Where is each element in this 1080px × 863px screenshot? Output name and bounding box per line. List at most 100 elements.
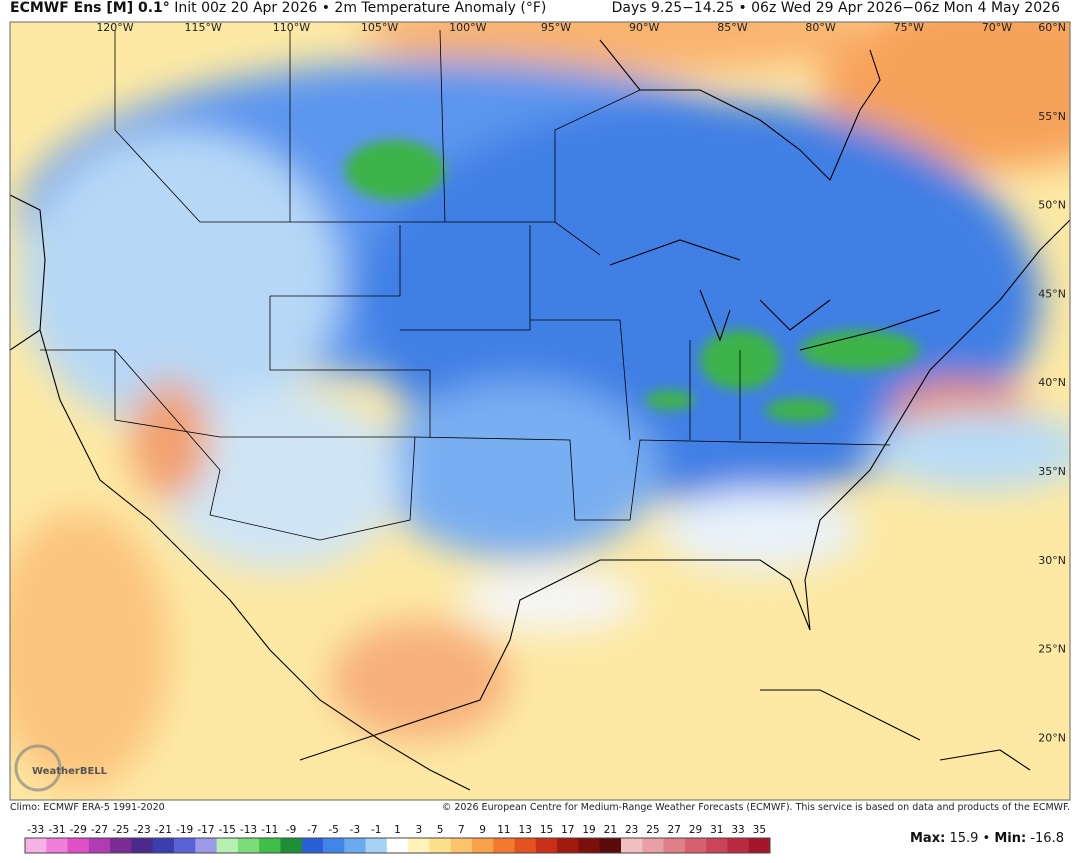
colorbar-tick-label: 21 <box>604 824 617 836</box>
colorbar-swatch <box>365 838 388 853</box>
colorbar-tick-label: 1 <box>394 824 401 836</box>
lat-label: 35°N <box>1038 465 1066 478</box>
lat-label: 40°N <box>1038 376 1066 389</box>
lon-label: 90°W <box>629 21 659 34</box>
colorbar-swatch <box>621 838 643 853</box>
colorbar-swatch <box>429 838 452 853</box>
colorbar-tick-label: 27 <box>668 824 681 836</box>
colorbar-swatch <box>131 838 154 853</box>
lon-label: 120°W <box>96 21 133 34</box>
colorbar-swatch <box>408 838 430 853</box>
colorbar-swatch <box>493 838 516 853</box>
lat-label: 25°N <box>1038 643 1066 656</box>
colorbar-swatch <box>344 838 367 853</box>
colorbar-swatch <box>237 838 260 853</box>
colorbar-swatch <box>514 838 537 853</box>
max-value: 15.9 <box>949 831 979 846</box>
colorbar-tick-label: 11 <box>497 824 510 836</box>
colorbar-tick-label: 13 <box>519 824 532 836</box>
header-left: ECMWF Ens [M] 0.1° Init 00z 20 Apr 2026 … <box>10 0 546 16</box>
min-value: -16.8 <box>1030 831 1064 846</box>
lat-label: 20°N <box>1038 731 1066 744</box>
colorbar-tick-label: 5 <box>437 824 444 836</box>
latitude-labels: 60°N 55°N 50°N 45°N 40°N 35°N 30°N 25°N 20°N <box>1038 21 1066 744</box>
colorbar-swatch <box>578 838 601 853</box>
lon-label: 110°W <box>273 21 310 34</box>
colorbar-tick-label: 3 <box>415 824 422 836</box>
colorbar-swatch <box>195 838 218 853</box>
lon-label: 100°W <box>449 21 486 34</box>
lon-label: 80°W <box>805 21 835 34</box>
colorbar-swatch <box>67 838 90 853</box>
anomaly-field <box>10 22 1070 800</box>
colorbar-swatch <box>216 838 239 853</box>
colorbar: -33 -31 -29 -27 -25 -23 -21 -19 -17 -15 -13 -11 -9 -7… <box>24 824 771 854</box>
colorbar-swatch <box>46 838 69 853</box>
colorbar-tick-label: 29 <box>689 824 702 836</box>
copyright-text: © 2026 European Centre for Medium-Range … <box>441 802 1070 813</box>
logo-text: WeatherBELL <box>32 766 108 777</box>
colorbar-swatch <box>684 838 707 853</box>
colorbar-tick-label: -31 <box>48 824 65 836</box>
lat-label: 30°N <box>1038 554 1066 567</box>
colorbar-swatch <box>386 838 409 853</box>
lon-label: 75°W <box>894 21 924 34</box>
colorbar-tick-label: -23 <box>133 824 150 836</box>
colorbar-swatch <box>323 838 345 853</box>
logo: WeatherBELL <box>14 744 108 792</box>
lat-label: 45°N <box>1038 287 1066 300</box>
lat-label: 60°N <box>1038 21 1066 34</box>
lon-label: 105°W <box>361 21 398 34</box>
colorbar-tick-label: 25 <box>646 824 659 836</box>
colorbar-tick-label: -13 <box>240 824 257 836</box>
colorbar-tick-label: -33 <box>27 824 44 836</box>
colorbar-tick-label: -11 <box>261 824 278 836</box>
colorbar-tick-label: -21 <box>155 824 172 836</box>
colorbar-tick-label: 19 <box>582 824 595 836</box>
min-label: Min: <box>994 831 1027 846</box>
colorbar-tick-label: 7 <box>458 824 465 836</box>
colorbar-tick-label: -25 <box>112 824 129 836</box>
colorbar-tick-label: 15 <box>540 824 553 836</box>
longitude-labels: 120°W 115°W 110°W 105°W 100°W 95°W 90°W 85°W 80°… <box>96 21 1012 34</box>
colorbar-swatch <box>301 838 324 853</box>
colorbar-swatch <box>25 838 47 853</box>
colorbar-swatch <box>727 838 750 853</box>
colorbar-swatch <box>748 838 771 853</box>
colorbar-swatch <box>663 838 686 853</box>
colorbar-tick-label: 35 <box>753 824 766 836</box>
colorbar-swatch <box>259 838 281 853</box>
lon-label: 70°W <box>982 21 1012 34</box>
separator: • <box>982 831 991 846</box>
colorbar-swatch <box>174 838 196 853</box>
colorbar-swatch <box>88 838 111 853</box>
colorbar-tick-label: -1 <box>371 824 381 836</box>
colorbar-frame <box>24 837 771 854</box>
stats: Max: 15.9 • Min: -16.8 <box>910 831 1064 846</box>
model-title: ECMWF Ens [M] 0.1° <box>10 0 170 16</box>
colorbar-tick-label: 9 <box>479 824 486 836</box>
colorbar-tick-label: -15 <box>219 824 236 836</box>
colorbar-swatch <box>472 838 494 853</box>
colorbar-tick-label: 33 <box>731 824 744 836</box>
max-label: Max: <box>910 831 946 846</box>
colorbar-tick-label: -7 <box>307 824 317 836</box>
lon-label: 95°W <box>541 21 571 34</box>
lat-label: 55°N <box>1038 110 1066 123</box>
colorbar-tick-label: 17 <box>561 824 574 836</box>
colorbar-tick-label: -17 <box>197 824 214 836</box>
lon-label: 85°W <box>717 21 747 34</box>
colorbar-swatch <box>557 838 579 853</box>
colorbar-tick-label: 23 <box>625 824 638 836</box>
colorbar-swatch <box>706 838 728 853</box>
colorbar-swatch <box>599 838 622 853</box>
valid-text: Days 9.25−14.25 • 06z Wed 29 Apr 2026−06… <box>611 0 1060 16</box>
colorbar-swatch <box>450 838 473 853</box>
colorbar-tick-label: -9 <box>286 824 296 836</box>
colorbar-swatch <box>280 838 303 853</box>
colorbar-swatch <box>110 838 132 853</box>
colorbar-swatch <box>642 838 665 853</box>
colorbar-tick-label: -5 <box>328 824 338 836</box>
